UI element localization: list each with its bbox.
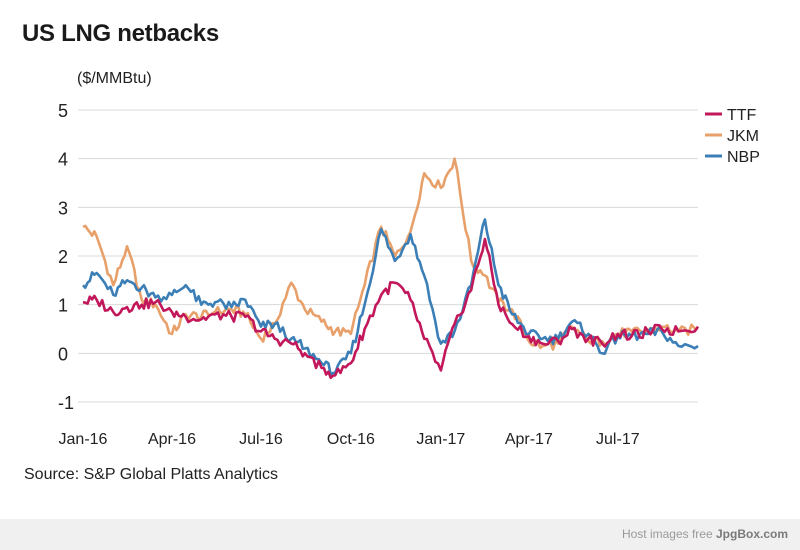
x-tick-label: Jan-17 [416, 431, 465, 448]
series-line-jkm [82, 157, 699, 351]
series-line-ttf [82, 237, 700, 380]
x-tick-label: Jan-16 [59, 431, 108, 448]
y-tick-label: 3 [58, 198, 68, 218]
series-lines [82, 157, 700, 380]
x-tick-label: Apr-16 [148, 431, 196, 448]
y-tick-label: 1 [58, 296, 68, 316]
y-tick-label: 4 [58, 150, 68, 170]
x-axis-ticks: Jan-16 Apr-16 Jul-16 Oct-16 Jan-17 Apr-17 Jul-… [59, 431, 640, 448]
x-tick-label: Oct-16 [327, 431, 375, 448]
legend-label-ttf: TTF [727, 107, 757, 124]
footer-bar: Host images free JpgBox.com [0, 519, 800, 550]
watermark: Host images free JpgBox.com [622, 527, 788, 541]
watermark-text: Host images free [621, 527, 713, 541]
y-tick-label: 2 [58, 247, 68, 267]
x-tick-label: Jul-17 [596, 431, 640, 448]
gridlines [78, 109, 698, 403]
x-tick-label: Jul-16 [239, 431, 283, 448]
legend-label-jkm: JKM [727, 128, 759, 145]
chart-title: US LNG netbacks [22, 20, 219, 47]
y-tick-label: 0 [58, 344, 68, 364]
y-tick-label: 5 [58, 101, 68, 121]
line-chart: 5 4 3 2 1 0 -1 Jan-16 Apr-16 Jul-16 Oct-16 Jan-17 A… [58, 101, 760, 448]
y-tick-label: -1 [58, 393, 74, 413]
watermark-brand: JpgBox.com [715, 527, 788, 541]
source-note: Source: S&P Global Platts Analytics [24, 466, 279, 483]
legend-label-nbp: NBP [727, 149, 760, 166]
y-axis-ticks: 5 4 3 2 1 0 -1 [58, 101, 74, 413]
legend: TTF JKM NBP [705, 107, 760, 166]
y-axis-unit-label: ($/MMBtu) [77, 70, 152, 87]
x-tick-label: Apr-17 [505, 431, 553, 448]
